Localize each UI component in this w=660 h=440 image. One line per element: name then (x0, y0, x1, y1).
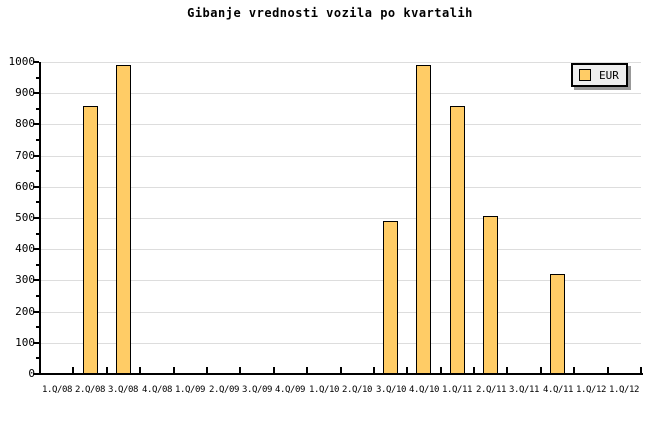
x-tick-label: 1.Q/12 (608, 385, 640, 395)
x-axis-tick (607, 367, 609, 374)
y-tick-label: 400 (15, 242, 35, 255)
bar (83, 106, 98, 374)
y-axis-minor-tick (36, 77, 39, 79)
y-axis-tick (33, 92, 39, 94)
x-axis-tick (239, 367, 241, 374)
x-tick-label: 2.Q/10 (341, 385, 373, 395)
bar (550, 274, 565, 374)
y-axis-minor-tick (36, 201, 39, 203)
y-axis-minor-tick (36, 139, 39, 141)
y-axis-minor-tick (36, 170, 39, 172)
x-tick-label: 1.Q/11 (441, 385, 473, 395)
gridline (41, 93, 641, 94)
legend-label: EUR (599, 68, 619, 82)
x-axis-tick (373, 367, 375, 374)
y-axis-tick (33, 279, 39, 281)
gridline (41, 62, 641, 63)
x-tick-label: 4.Q/10 (408, 385, 440, 395)
bar (116, 65, 131, 374)
x-tick-label: 2.Q/08 (74, 385, 106, 395)
legend: EUR (571, 63, 628, 87)
y-tick-label: 100 (15, 336, 35, 349)
y-axis-tick (33, 373, 39, 375)
x-axis-tick (72, 367, 74, 374)
gridline (41, 343, 641, 344)
bar (483, 216, 498, 374)
x-tick-label: 3.Q/09 (241, 385, 273, 395)
y-axis-minor-tick (36, 357, 39, 359)
legend-swatch (579, 69, 591, 81)
x-tick-label: 4.Q/11 (542, 385, 574, 395)
x-axis-tick (540, 367, 542, 374)
y-tick-label: 500 (15, 211, 35, 224)
y-axis-minor-tick (36, 108, 39, 110)
x-axis-tick (306, 367, 308, 374)
x-tick-label: 3.Q/10 (375, 385, 407, 395)
x-tick-label: 3.Q/11 (508, 385, 540, 395)
bar (383, 221, 398, 374)
bar (416, 65, 431, 374)
x-axis-tick (506, 367, 508, 374)
x-tick-label: 2.Q/09 (208, 385, 240, 395)
y-axis-minor-tick (36, 233, 39, 235)
y-axis-tick (33, 155, 39, 157)
x-axis-tick (573, 367, 575, 374)
y-axis-tick (33, 342, 39, 344)
y-tick-label: 300 (15, 273, 35, 286)
x-axis-tick (340, 367, 342, 374)
x-tick-label: 2.Q/11 (475, 385, 507, 395)
x-axis-tick (173, 367, 175, 374)
y-axis-minor-tick (36, 295, 39, 297)
bar (450, 106, 465, 374)
gridline (41, 218, 641, 219)
gridline (41, 124, 641, 125)
y-axis-tick (33, 186, 39, 188)
y-axis-tick (33, 61, 39, 63)
x-axis-tick (273, 367, 275, 374)
x-tick-label: 1.Q/09 (174, 385, 206, 395)
x-tick-label: 1.Q/12 (575, 385, 607, 395)
gridline (41, 187, 641, 188)
y-tick-label: 600 (15, 180, 35, 193)
x-axis-tick (473, 367, 475, 374)
x-axis-tick (640, 367, 642, 374)
y-tick-label: 900 (15, 86, 35, 99)
x-tick-label: 4.Q/09 (274, 385, 306, 395)
y-axis-minor-tick (36, 326, 39, 328)
chart-title: Gibanje vrednosti vozila po kvartalih (187, 6, 473, 20)
x-tick-label: 4.Q/08 (141, 385, 173, 395)
y-tick-label: 0 (28, 367, 35, 380)
gridline (41, 156, 641, 157)
y-axis-tick (33, 123, 39, 125)
gridline (41, 249, 641, 250)
x-axis-tick (139, 367, 141, 374)
x-axis-tick (106, 367, 108, 374)
x-axis-tick (440, 367, 442, 374)
x-axis-line (39, 373, 643, 375)
y-axis-minor-tick (36, 264, 39, 266)
y-tick-label: 1000 (8, 55, 36, 68)
x-axis-tick (206, 367, 208, 374)
y-tick-label: 700 (15, 149, 35, 162)
y-axis-tick (33, 311, 39, 313)
y-tick-label: 800 (15, 117, 35, 130)
gridline (41, 312, 641, 313)
gridline (41, 280, 641, 281)
y-axis-tick (33, 217, 39, 219)
y-axis-tick (33, 248, 39, 250)
y-tick-label: 200 (15, 305, 35, 318)
x-tick-label: 1.Q/08 (41, 385, 73, 395)
x-axis-tick (406, 367, 408, 374)
x-tick-label: 1.Q/10 (308, 385, 340, 395)
x-tick-label: 3.Q/08 (107, 385, 139, 395)
y-axis-line (39, 62, 41, 375)
